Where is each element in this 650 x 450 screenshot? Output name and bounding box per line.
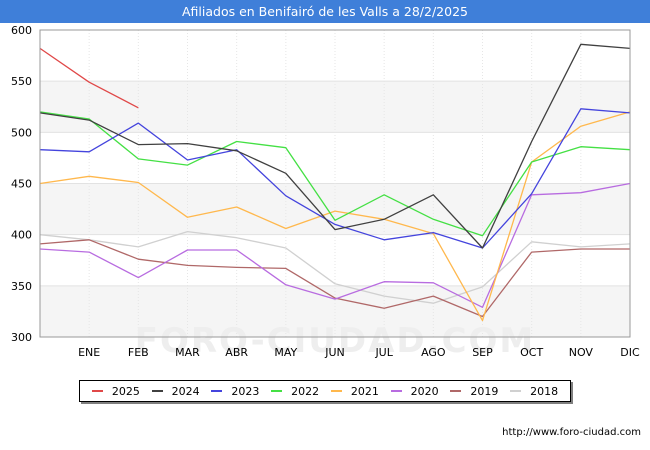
legend-swatch [271,390,283,392]
legend-item-2023: 2023 [211,385,259,398]
y-tick-label: 300 [11,331,32,344]
plot-frame [39,29,631,338]
legend-item-2021: 2021 [330,384,379,398]
legend-label: 2019 [470,384,499,398]
x-tick-label: DIC [620,346,640,359]
legend-item-2024: 2024 [151,384,200,398]
x-tick-label: JUN [324,346,345,359]
chart-title: Afiliados en Benifairó de les Valls a 28… [181,4,468,19]
x-tick-label: SEP [472,346,493,359]
source-link[interactable]: http://www.foro-ciudad.com [502,427,641,438]
legend-item-2022: 2022 [271,385,319,398]
x-tick-label: ABR [225,346,248,359]
y-tick-label: 550 [11,75,32,88]
y-axis: 300 350 400 450 500 550 600 [11,24,32,344]
title-bar [0,0,650,23]
legend-label: 2023 [231,384,260,398]
legend-swatch [91,390,103,392]
legend-label: 2021 [350,384,379,398]
legend-item-2019: 2019 [450,385,498,398]
legend-label: 2020 [410,384,439,398]
grid-bands [40,30,630,337]
series-line-2020 [39,182,631,308]
legend-label: 2025 [111,384,140,398]
series-line-2024 [39,43,631,249]
x-tick-label: FEB [128,346,149,359]
legend-swatch [151,390,163,392]
legend-item-2025: 2025 [91,384,140,398]
series-line-2022 [39,111,631,237]
x-tick-label: JUL [374,346,393,359]
series-line-2023 [39,108,631,249]
legend-item-2020: 2020 [390,384,439,398]
legend-swatch [211,390,223,392]
x-tick-label: MAY [274,346,297,359]
watermark: FORO-CIUDAD.COM [135,321,536,361]
y-tick-label: 500 [11,126,32,139]
grid-band [40,183,630,235]
y-tick-label: 600 [11,24,32,37]
series-line-2018 [39,230,631,304]
legend-swatch [450,390,462,392]
series-line-2025 [39,47,139,109]
legend-swatch [330,390,342,392]
x-tick-label: ENE [78,346,100,359]
x-tick-label: MAR [175,346,200,359]
series-line-2019 [39,239,630,318]
x-tick-label: OCT [520,346,543,359]
y-tick-label: 350 [11,280,32,293]
x-tick-label: AGO [421,346,446,359]
x-tick-label: NOV [569,346,594,359]
legend-swatch [510,390,522,392]
series-lines [39,43,631,322]
legend-item-2018: 2018 [510,385,558,398]
y-tick-label: 400 [11,229,32,242]
x-axis: ENE FEB MAR ABR MAY JUN JUL AGO SEP OCT NOV DIC [78,346,640,359]
grid-band [40,30,630,82]
grid-band [40,81,630,133]
legend: 2025 2024 2023 2022 2021 2020 2019 2018 [79,380,571,402]
legend-label: 2018 [530,384,559,398]
legend-label: 2024 [171,384,200,398]
legend-label: 2022 [291,384,320,398]
legend-swatch [390,390,402,392]
y-tick-label: 450 [11,178,32,191]
